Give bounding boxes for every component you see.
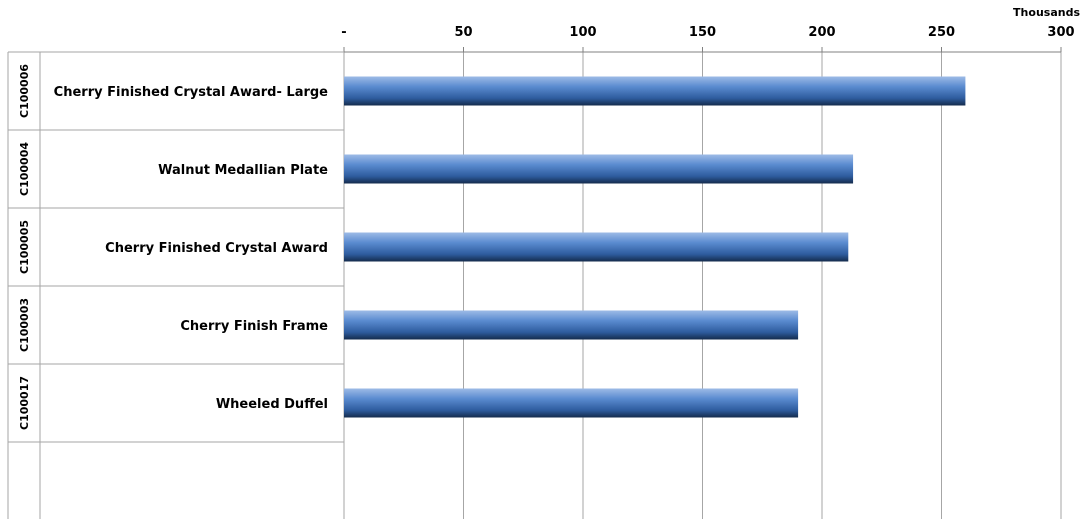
value-tick-label: 150 bbox=[689, 25, 716, 40]
bars bbox=[344, 76, 966, 418]
category-code-label: C100006 bbox=[18, 64, 31, 118]
value-tick-label: - bbox=[341, 25, 346, 40]
value-tick-label: 250 bbox=[928, 25, 955, 40]
value-axis-ticks: - 50 100 150 200 250 300 bbox=[341, 25, 1074, 40]
category-code-label: C100017 bbox=[18, 376, 31, 430]
category-code-label: C100004 bbox=[18, 142, 31, 196]
category-label: Cherry Finish Frame bbox=[180, 319, 328, 334]
category-code-label: C100003 bbox=[18, 298, 31, 352]
bar bbox=[344, 154, 854, 184]
value-axis-units-label: Thousands bbox=[1013, 6, 1080, 19]
value-tick-label: 300 bbox=[1047, 25, 1074, 40]
category-label: Cherry Finished Crystal Award bbox=[105, 241, 328, 256]
category-label: Wheeled Duffel bbox=[216, 397, 328, 412]
category-labels: Cherry Finished Crystal Award- Large C100… bbox=[18, 64, 328, 430]
value-tick-label: 100 bbox=[569, 25, 596, 40]
bar bbox=[344, 76, 966, 106]
value-tick-label: 200 bbox=[808, 25, 835, 40]
category-code-label: C100005 bbox=[18, 220, 31, 274]
category-label: Cherry Finished Crystal Award- Large bbox=[54, 85, 329, 100]
value-tick-label: 50 bbox=[454, 25, 472, 40]
gridlines bbox=[343, 47, 1062, 519]
bar bbox=[344, 232, 849, 262]
category-label: Walnut Medallian Plate bbox=[158, 163, 328, 178]
category-axis-frame bbox=[7, 51, 344, 519]
bar bbox=[344, 310, 799, 340]
bar bbox=[344, 388, 799, 418]
